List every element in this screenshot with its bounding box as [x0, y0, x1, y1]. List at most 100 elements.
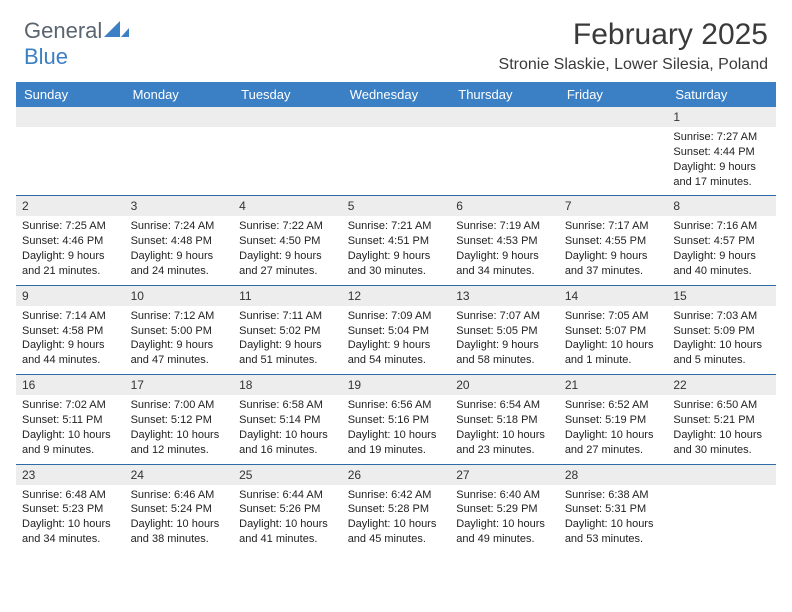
sunset-line: Sunset: 5:23 PM: [22, 502, 119, 517]
daylight-line: Daylight: 10 hours and 16 minutes.: [239, 428, 336, 458]
sunset-line: Sunset: 5:19 PM: [565, 413, 662, 428]
calendar-cell: 12Sunrise: 7:09 AMSunset: 5:04 PMDayligh…: [342, 285, 451, 374]
calendar-cell: [559, 107, 668, 196]
sunrise-line: Sunrise: 6:40 AM: [456, 488, 553, 503]
sunrise-line: Sunrise: 7:05 AM: [565, 309, 662, 324]
daylight-line: Daylight: 10 hours and 38 minutes.: [131, 517, 228, 547]
calendar-week-row: 1Sunrise: 7:27 AMSunset: 4:44 PMDaylight…: [16, 107, 776, 196]
day-number: 3: [125, 196, 234, 216]
sunset-line: Sunset: 5:12 PM: [131, 413, 228, 428]
calendar-cell: 18Sunrise: 6:58 AMSunset: 5:14 PMDayligh…: [233, 375, 342, 464]
day-number: 24: [125, 465, 234, 485]
sunset-line: Sunset: 5:26 PM: [239, 502, 336, 517]
day-details: Sunrise: 7:14 AMSunset: 4:58 PMDaylight:…: [16, 306, 125, 374]
sunset-line: Sunset: 5:16 PM: [348, 413, 445, 428]
daylight-line: Daylight: 10 hours and 34 minutes.: [22, 517, 119, 547]
page-title: February 2025: [499, 18, 768, 52]
day-header: Monday: [125, 82, 234, 107]
day-details: Sunrise: 7:05 AMSunset: 5:07 PMDaylight:…: [559, 306, 668, 374]
daylight-line: Daylight: 10 hours and 19 minutes.: [348, 428, 445, 458]
sunset-line: Sunset: 5:14 PM: [239, 413, 336, 428]
day-number: 11: [233, 286, 342, 306]
calendar-cell: 26Sunrise: 6:42 AMSunset: 5:28 PMDayligh…: [342, 464, 451, 553]
sunrise-line: Sunrise: 6:50 AM: [673, 398, 770, 413]
calendar-cell: [450, 107, 559, 196]
daylight-line: Daylight: 9 hours and 34 minutes.: [456, 249, 553, 279]
calendar-week-row: 16Sunrise: 7:02 AMSunset: 5:11 PMDayligh…: [16, 375, 776, 464]
calendar-cell: 20Sunrise: 6:54 AMSunset: 5:18 PMDayligh…: [450, 375, 559, 464]
day-number: 17: [125, 375, 234, 395]
day-number: 13: [450, 286, 559, 306]
day-details: Sunrise: 7:07 AMSunset: 5:05 PMDaylight:…: [450, 306, 559, 374]
day-details: Sunrise: 7:16 AMSunset: 4:57 PMDaylight:…: [667, 216, 776, 284]
daylight-line: Daylight: 9 hours and 44 minutes.: [22, 338, 119, 368]
day-details: Sunrise: 6:56 AMSunset: 5:16 PMDaylight:…: [342, 395, 451, 463]
calendar-wrap: SundayMondayTuesdayWednesdayThursdayFrid…: [0, 82, 792, 553]
calendar-cell: 1Sunrise: 7:27 AMSunset: 4:44 PMDaylight…: [667, 107, 776, 196]
day-number: 10: [125, 286, 234, 306]
day-details: Sunrise: 7:19 AMSunset: 4:53 PMDaylight:…: [450, 216, 559, 284]
day-details: Sunrise: 6:58 AMSunset: 5:14 PMDaylight:…: [233, 395, 342, 463]
sunset-line: Sunset: 5:05 PM: [456, 324, 553, 339]
calendar-cell: 28Sunrise: 6:38 AMSunset: 5:31 PMDayligh…: [559, 464, 668, 553]
sunrise-line: Sunrise: 7:17 AM: [565, 219, 662, 234]
calendar-cell: 13Sunrise: 7:07 AMSunset: 5:05 PMDayligh…: [450, 285, 559, 374]
daylight-line: Daylight: 9 hours and 47 minutes.: [131, 338, 228, 368]
day-details: Sunrise: 6:52 AMSunset: 5:19 PMDaylight:…: [559, 395, 668, 463]
brand-word-2: Blue: [24, 44, 68, 69]
day-number: 28: [559, 465, 668, 485]
day-details: Sunrise: 6:44 AMSunset: 5:26 PMDaylight:…: [233, 485, 342, 553]
sunset-line: Sunset: 5:07 PM: [565, 324, 662, 339]
sunset-line: Sunset: 5:02 PM: [239, 324, 336, 339]
day-number: 21: [559, 375, 668, 395]
sunrise-line: Sunrise: 6:54 AM: [456, 398, 553, 413]
day-number: 19: [342, 375, 451, 395]
day-number-empty: [450, 107, 559, 127]
day-header: Saturday: [667, 82, 776, 107]
day-details: Sunrise: 7:21 AMSunset: 4:51 PMDaylight:…: [342, 216, 451, 284]
daylight-line: Daylight: 10 hours and 5 minutes.: [673, 338, 770, 368]
calendar-cell: [16, 107, 125, 196]
calendar-head: SundayMondayTuesdayWednesdayThursdayFrid…: [16, 82, 776, 107]
sunset-line: Sunset: 5:29 PM: [456, 502, 553, 517]
day-details: Sunrise: 7:11 AMSunset: 5:02 PMDaylight:…: [233, 306, 342, 374]
brand-mark-icon: [104, 19, 130, 44]
sunset-line: Sunset: 4:50 PM: [239, 234, 336, 249]
calendar-cell: 2Sunrise: 7:25 AMSunset: 4:46 PMDaylight…: [16, 196, 125, 285]
day-number: 18: [233, 375, 342, 395]
calendar-cell: 7Sunrise: 7:17 AMSunset: 4:55 PMDaylight…: [559, 196, 668, 285]
calendar-cell: 22Sunrise: 6:50 AMSunset: 5:21 PMDayligh…: [667, 375, 776, 464]
day-number-empty: [233, 107, 342, 127]
sunrise-line: Sunrise: 7:16 AM: [673, 219, 770, 234]
sunset-line: Sunset: 5:24 PM: [131, 502, 228, 517]
day-details: Sunrise: 7:22 AMSunset: 4:50 PMDaylight:…: [233, 216, 342, 284]
day-number: 16: [16, 375, 125, 395]
day-details: Sunrise: 7:27 AMSunset: 4:44 PMDaylight:…: [667, 127, 776, 195]
calendar-cell: 23Sunrise: 6:48 AMSunset: 5:23 PMDayligh…: [16, 464, 125, 553]
sunrise-line: Sunrise: 6:46 AM: [131, 488, 228, 503]
sunrise-line: Sunrise: 6:38 AM: [565, 488, 662, 503]
daylight-line: Daylight: 10 hours and 9 minutes.: [22, 428, 119, 458]
daylight-line: Daylight: 10 hours and 12 minutes.: [131, 428, 228, 458]
day-number: 23: [16, 465, 125, 485]
calendar-week-row: 9Sunrise: 7:14 AMSunset: 4:58 PMDaylight…: [16, 285, 776, 374]
day-number: 7: [559, 196, 668, 216]
day-number: 6: [450, 196, 559, 216]
daylight-line: Daylight: 9 hours and 21 minutes.: [22, 249, 119, 279]
sunset-line: Sunset: 4:53 PM: [456, 234, 553, 249]
day-details: Sunrise: 7:03 AMSunset: 5:09 PMDaylight:…: [667, 306, 776, 374]
daylight-line: Daylight: 9 hours and 37 minutes.: [565, 249, 662, 279]
day-number-empty: [342, 107, 451, 127]
sunrise-line: Sunrise: 7:25 AM: [22, 219, 119, 234]
calendar-week-row: 23Sunrise: 6:48 AMSunset: 5:23 PMDayligh…: [16, 464, 776, 553]
day-header: Friday: [559, 82, 668, 107]
sunset-line: Sunset: 5:18 PM: [456, 413, 553, 428]
sunrise-line: Sunrise: 7:12 AM: [131, 309, 228, 324]
daylight-line: Daylight: 10 hours and 30 minutes.: [673, 428, 770, 458]
daylight-line: Daylight: 9 hours and 17 minutes.: [673, 160, 770, 190]
sunrise-line: Sunrise: 7:19 AM: [456, 219, 553, 234]
calendar-cell: 25Sunrise: 6:44 AMSunset: 5:26 PMDayligh…: [233, 464, 342, 553]
daylight-line: Daylight: 9 hours and 58 minutes.: [456, 338, 553, 368]
day-number: 2: [16, 196, 125, 216]
calendar-cell: 8Sunrise: 7:16 AMSunset: 4:57 PMDaylight…: [667, 196, 776, 285]
